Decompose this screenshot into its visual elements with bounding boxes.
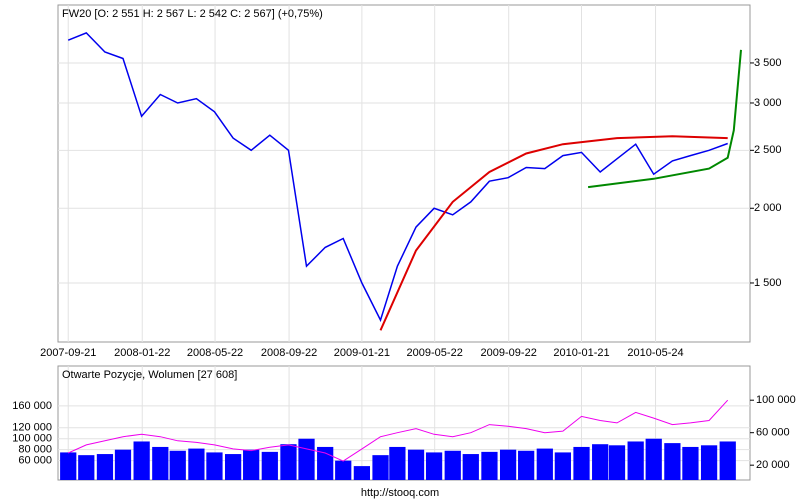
- volume-bar: [592, 444, 609, 480]
- y-tick-label: 60 000: [18, 455, 52, 467]
- x-tick-label: 2008-05-22: [187, 347, 243, 359]
- series-line: [67, 32, 728, 323]
- series-line: [587, 49, 742, 189]
- volume-bar: [425, 452, 443, 480]
- plot-frame: [57, 4, 751, 343]
- x-tick-label: 2009-05-22: [407, 347, 463, 359]
- y-tick-label: 80 000: [18, 444, 52, 456]
- volume-bar: [407, 449, 425, 480]
- volume-bar: [60, 452, 77, 480]
- volume-bar: [664, 443, 681, 480]
- series-line: [379, 135, 728, 331]
- panel-title: FW20 [O: 2 551 H: 2 567 L: 2 542 C: 2 56…: [62, 8, 323, 20]
- volume-bar: [554, 452, 571, 480]
- y-tick-label: 1 500: [754, 277, 782, 289]
- series-line: [67, 399, 729, 462]
- x-tick-label: 2010-05-24: [627, 347, 683, 359]
- x-tick-label: 2008-09-22: [261, 347, 317, 359]
- y-tick-label: 2 500: [754, 144, 782, 156]
- volume-bar: [261, 451, 278, 480]
- x-tick-label: 2008-01-22: [114, 347, 170, 359]
- y-tick-label: 100 000: [12, 433, 52, 445]
- y-tick-label: 120 000: [12, 422, 52, 434]
- y2-tick-label: 20 000: [756, 459, 790, 471]
- y-tick-label: 3 000: [754, 97, 782, 109]
- volume-bar: [462, 454, 479, 480]
- volume-bar: [536, 448, 553, 480]
- x-tick-label: 2009-01-21: [334, 347, 390, 359]
- volume-bar: [298, 438, 315, 480]
- y2-tick-label: 100 000: [756, 394, 796, 406]
- volume-bar: [169, 450, 186, 480]
- volume-bar: [280, 444, 297, 480]
- volume-bar: [114, 449, 132, 480]
- volume-bar: [700, 445, 718, 480]
- volume-bar: [133, 441, 150, 480]
- x-tick-label: 2009-09-22: [481, 347, 537, 359]
- y-tick-label: 160 000: [12, 400, 52, 412]
- y2-tick-label: 60 000: [756, 427, 790, 439]
- volume-bar: [499, 449, 517, 480]
- volume-bar: [188, 448, 205, 480]
- volume-bar: [627, 441, 644, 480]
- volume-bar: [573, 446, 590, 480]
- x-tick-label: 2010-01-21: [553, 347, 609, 359]
- volume-bar: [444, 450, 461, 480]
- panel-title: Otwarte Pozycje, Wolumen [27 608]: [62, 369, 237, 381]
- volume-bar: [389, 446, 406, 480]
- volume-bar: [372, 455, 389, 480]
- y-tick-label: 2 000: [754, 202, 782, 214]
- volume-bar: [96, 454, 114, 480]
- volume-bar: [682, 446, 699, 480]
- x-tick-label: 2007-09-21: [40, 347, 96, 359]
- volume-bar: [152, 446, 169, 480]
- volume-bar: [243, 449, 260, 480]
- volume-bar: [608, 445, 626, 480]
- volume-bar: [78, 455, 95, 480]
- volume-bar: [481, 451, 498, 480]
- y-tick-label: 3 500: [754, 57, 782, 69]
- footer: http://stooq.com: [361, 487, 439, 499]
- volume-bar: [353, 466, 371, 480]
- volume-bar: [645, 438, 662, 480]
- volume-bar: [719, 441, 736, 480]
- volume-bar: [518, 450, 535, 480]
- volume-bar: [335, 460, 352, 480]
- volume-bar: [224, 454, 242, 480]
- volume-bar: [206, 452, 223, 480]
